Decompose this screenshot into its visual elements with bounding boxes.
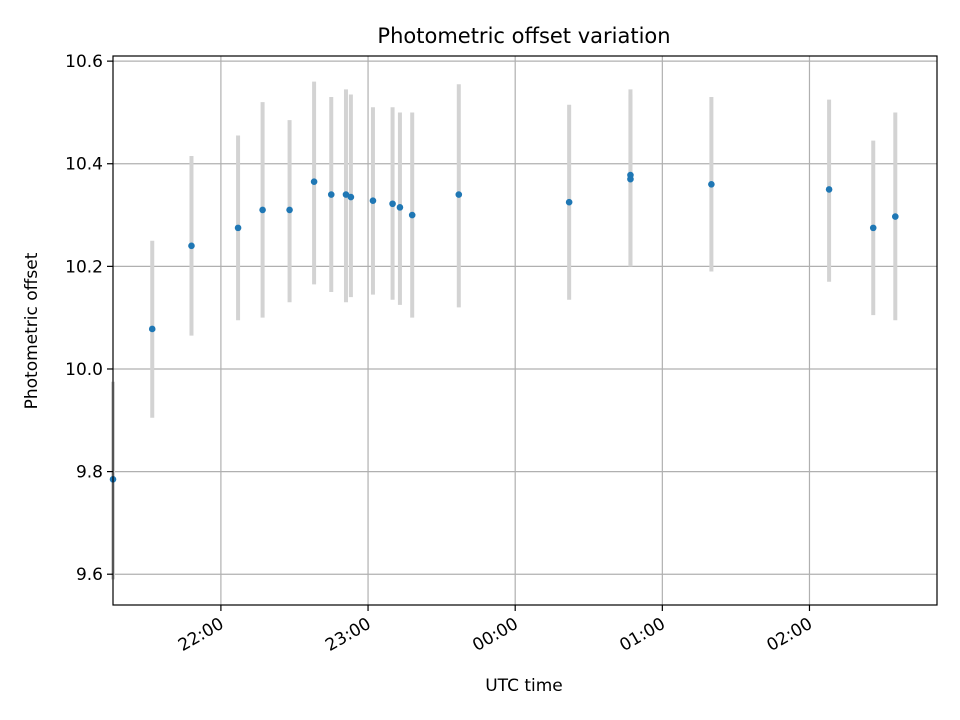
data-point [869,224,877,232]
data-point [347,193,355,201]
data-point [892,213,899,220]
y-tick-label: 10.4 [65,155,103,175]
data-point [455,191,463,198]
y-tick-label: 9.6 [76,565,103,585]
grid-lines [113,56,937,605]
data-point [188,242,195,250]
data-point [389,200,396,208]
data-point [627,175,634,183]
data-point [259,206,266,214]
plot-frame [112,55,938,606]
x-axis-title: UTC time [485,676,563,696]
data-point [327,191,335,198]
data-point [825,186,833,193]
y-tick-label: 10.6 [65,52,103,72]
y-tick-label: 9.8 [76,463,103,483]
data-point [565,198,573,206]
y-axis-ticks: 9.6 9.8 10.0 10.2 10.4 10.6 [65,52,113,585]
chart-title: Photometric offset variation [377,24,670,48]
y-axis-title: Photometric offset [22,252,42,409]
data-point [708,180,715,188]
data-points [109,171,899,483]
y-tick-label: 10.0 [65,360,103,380]
data-point [148,325,156,333]
data-point [310,178,318,186]
data-point [286,206,293,214]
data-point [234,224,242,232]
data-point [396,204,404,211]
y-tick-label: 10.2 [65,257,103,277]
data-point [342,191,350,198]
data-point [408,211,416,219]
data-point [369,197,377,204]
